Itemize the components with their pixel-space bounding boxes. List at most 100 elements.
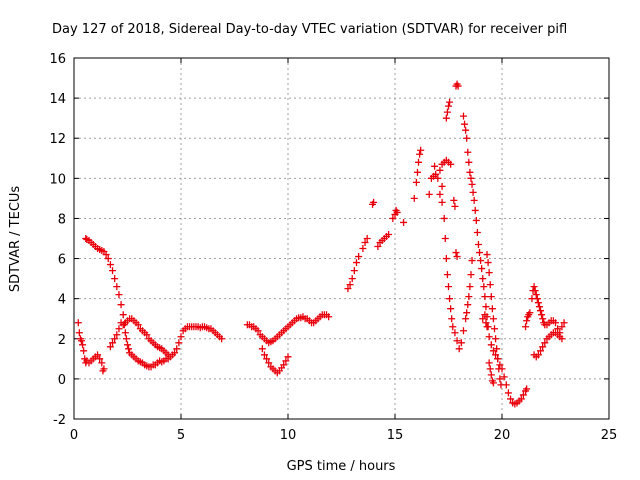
data-point (537, 347, 545, 355)
data-point (519, 391, 527, 399)
data-point (363, 235, 371, 242)
data-point (125, 345, 133, 353)
y-tick-label: 4 (58, 293, 66, 308)
data-point (485, 333, 493, 341)
data-point (280, 361, 288, 369)
data-point (284, 353, 292, 361)
y-tick-label: 6 (58, 253, 66, 268)
grid-lines (74, 58, 609, 419)
data-point (464, 148, 472, 156)
data-point (482, 303, 490, 311)
data-point (558, 323, 566, 331)
y-tick-label: 12 (49, 132, 66, 147)
data-point (385, 230, 393, 238)
x-tick-label: 15 (387, 428, 404, 443)
data-point (483, 251, 491, 259)
data-point (523, 385, 531, 393)
data-point (496, 361, 504, 369)
data-point (477, 257, 485, 265)
data-point (416, 150, 424, 158)
data-point (415, 158, 423, 166)
data-point (451, 202, 459, 210)
data-point (552, 319, 559, 327)
data-point (113, 283, 121, 291)
data-point (117, 301, 125, 309)
data-point (489, 315, 497, 323)
data-point (417, 146, 425, 154)
data-point (495, 365, 503, 373)
data-point (459, 327, 467, 335)
x-tick-label: 20 (494, 428, 511, 443)
data-point (457, 339, 465, 347)
data-point (442, 255, 450, 263)
data-point (463, 134, 471, 142)
data-point (504, 389, 512, 397)
data-point (258, 345, 266, 353)
data-point (218, 335, 226, 343)
data-point (476, 249, 484, 257)
data-point (434, 174, 442, 182)
data-point (359, 245, 367, 253)
data-point (486, 281, 494, 289)
data-point (400, 218, 408, 226)
data-point (445, 283, 452, 291)
data-point (75, 329, 83, 337)
data-point (374, 243, 382, 251)
data-point (113, 331, 121, 339)
data-point (492, 351, 500, 359)
data-point (96, 355, 104, 363)
data-point (442, 114, 450, 122)
data-point (480, 283, 488, 291)
data-point (541, 339, 549, 347)
data-point (455, 345, 463, 353)
data-point (478, 265, 486, 273)
data-point (464, 301, 472, 309)
data-point (554, 325, 562, 333)
data-point (282, 357, 290, 365)
data-point (534, 351, 542, 359)
axis-ticks: 0 5 10 15 20 25 -2 0 2 4 6 8 10 12 14 16 (49, 52, 617, 443)
data-point (517, 395, 525, 403)
data-point (535, 303, 543, 311)
data-point (489, 379, 497, 387)
data-point (94, 351, 102, 359)
x-tick-label: 0 (70, 428, 78, 443)
data-point (497, 381, 505, 389)
data-point (484, 259, 492, 267)
data-point (410, 194, 418, 202)
data-point (370, 198, 378, 206)
data-point (462, 315, 470, 323)
data-point (531, 287, 539, 295)
data-point (74, 319, 82, 327)
data-point (463, 309, 471, 317)
data-point (479, 315, 487, 323)
data-point (560, 319, 568, 327)
data-point (436, 190, 444, 198)
data-point (431, 162, 439, 170)
data-point (121, 329, 129, 337)
data-point (446, 295, 454, 303)
data-point (468, 257, 476, 265)
data-point (485, 359, 493, 367)
data-point (102, 251, 110, 259)
data-point (479, 275, 487, 283)
y-tick-label: 16 (49, 52, 66, 67)
data-point (492, 335, 500, 343)
data-point (538, 311, 546, 319)
data-point (106, 343, 114, 351)
data-point (177, 333, 185, 341)
data-point (106, 261, 114, 269)
data-point (80, 347, 88, 355)
data-point (470, 196, 478, 204)
data-point (466, 168, 474, 176)
data-point (412, 178, 420, 186)
data-point (539, 315, 547, 323)
data-point (558, 335, 566, 343)
data-point (111, 335, 119, 343)
y-axis-label: SDTVAR / TECUs (8, 186, 23, 293)
data-point (450, 196, 458, 204)
x-tick-label: 5 (177, 428, 185, 443)
y-tick-label: 8 (58, 212, 66, 227)
data-point (453, 337, 461, 345)
data-point (438, 182, 446, 190)
